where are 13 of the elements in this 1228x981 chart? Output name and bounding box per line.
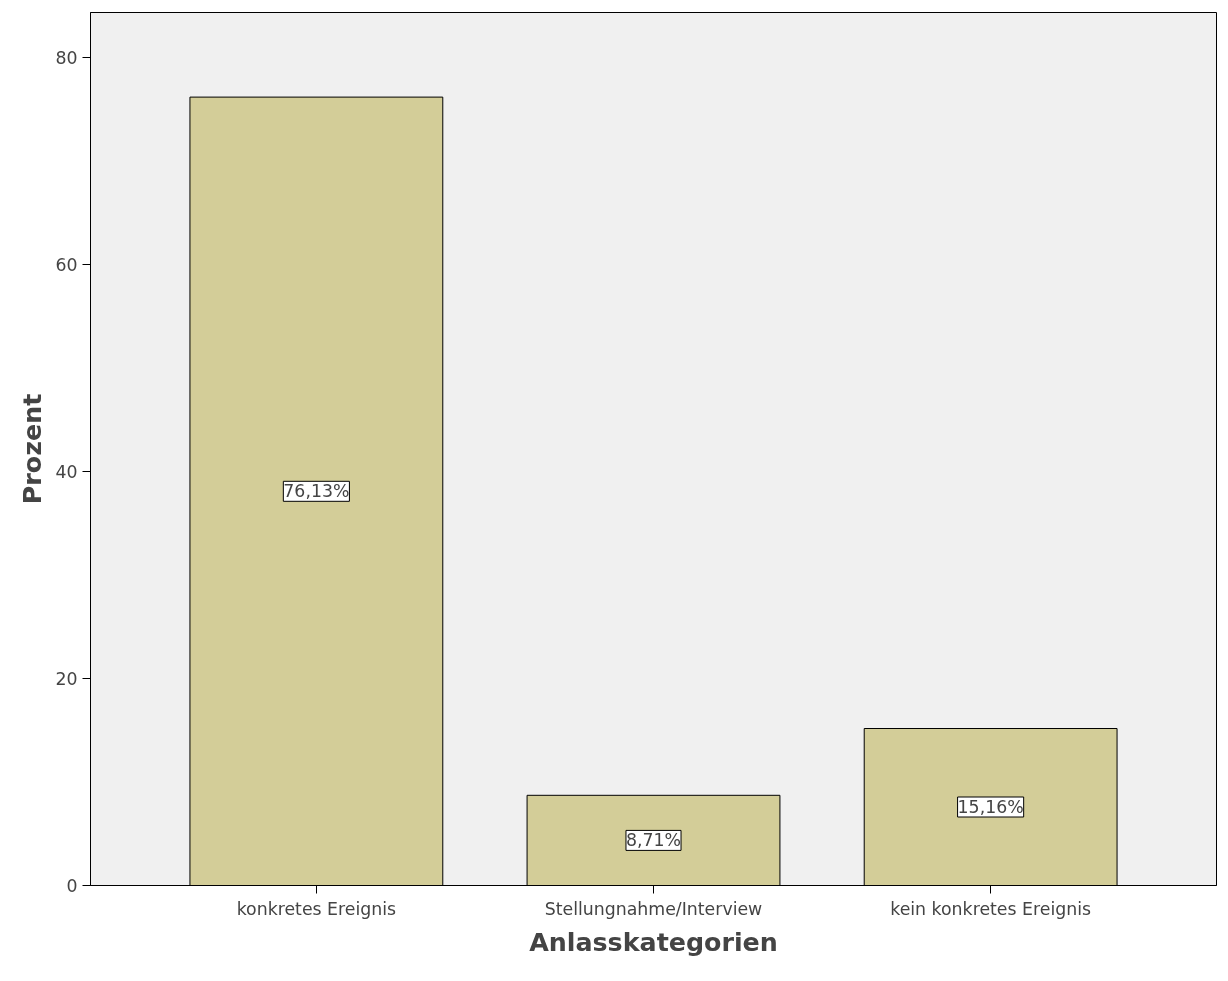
y-tick-label: 60 — [55, 254, 78, 275]
y-tick-label: 40 — [55, 461, 78, 482]
x-tick-label: kein konkretes Ereignis — [890, 898, 1092, 919]
y-axis-title: Prozent — [17, 393, 48, 505]
y-tick-label: 0 — [66, 876, 78, 896]
x-tick-label: Stellungnahme/Interview — [544, 898, 763, 919]
x-tick-label: konkretes Ereignis — [236, 898, 397, 919]
y-tick-label: 80 — [55, 47, 78, 68]
x-axis-title: Anlasskategorien — [529, 926, 778, 957]
data-label: 15,16% — [957, 797, 1024, 817]
data-label: 8,71% — [625, 830, 682, 851]
y-tick-label: 20 — [55, 668, 78, 689]
data-label: 76,13% — [283, 481, 350, 502]
